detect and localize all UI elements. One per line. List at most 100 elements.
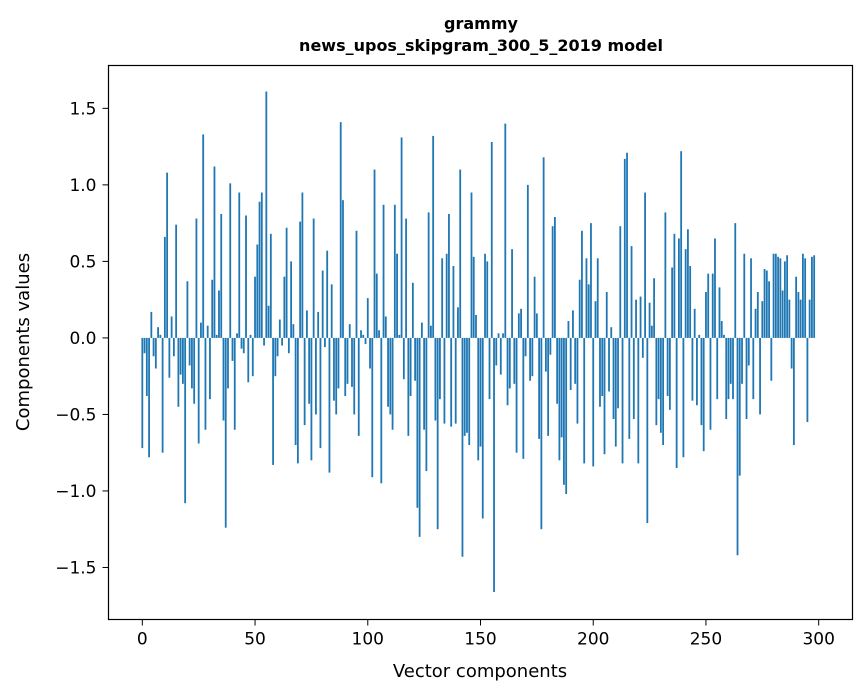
bar bbox=[152, 337, 155, 357]
bar bbox=[213, 166, 216, 338]
bar bbox=[684, 249, 687, 338]
bar bbox=[725, 337, 728, 420]
bar bbox=[603, 337, 606, 455]
bar bbox=[378, 330, 380, 338]
bar bbox=[493, 337, 495, 592]
bar bbox=[804, 258, 807, 338]
bar bbox=[517, 313, 520, 338]
bar bbox=[711, 273, 714, 338]
bar bbox=[362, 334, 365, 338]
bar bbox=[382, 204, 385, 338]
bar bbox=[211, 279, 214, 338]
bar bbox=[337, 337, 340, 389]
bar bbox=[752, 337, 755, 400]
bar bbox=[723, 334, 725, 338]
bar bbox=[434, 337, 437, 421]
bar bbox=[522, 337, 525, 459]
bar bbox=[283, 276, 286, 338]
bar bbox=[425, 337, 428, 472]
bar bbox=[585, 258, 588, 338]
bar bbox=[330, 284, 333, 338]
bar bbox=[646, 337, 649, 524]
bar bbox=[484, 253, 486, 338]
bar bbox=[459, 169, 462, 338]
bar bbox=[623, 158, 626, 338]
bar bbox=[698, 334, 701, 338]
bar bbox=[263, 337, 265, 346]
bar bbox=[179, 337, 182, 375]
bar bbox=[481, 337, 484, 519]
bar bbox=[488, 337, 491, 400]
bar bbox=[285, 227, 288, 338]
bar bbox=[619, 226, 622, 338]
bar bbox=[172, 337, 175, 357]
bar bbox=[423, 337, 426, 430]
bar bbox=[612, 337, 615, 420]
bar bbox=[402, 337, 405, 380]
bar bbox=[287, 337, 290, 354]
bar bbox=[736, 337, 739, 556]
bar bbox=[414, 337, 417, 381]
bar bbox=[750, 258, 752, 338]
bar bbox=[387, 337, 389, 407]
bar bbox=[802, 253, 804, 338]
x-ticks: 0 50 100 150 200 250 300 bbox=[137, 619, 835, 650]
y-tick-label: 1.0 bbox=[69, 176, 96, 196]
bar bbox=[220, 213, 223, 338]
bar bbox=[743, 253, 746, 338]
y-tick-label: 0.0 bbox=[69, 329, 96, 349]
bar bbox=[301, 192, 304, 338]
bar bbox=[346, 337, 349, 384]
bar bbox=[765, 270, 768, 338]
bar bbox=[599, 337, 601, 407]
bar bbox=[567, 321, 570, 338]
bar bbox=[513, 337, 516, 384]
bar bbox=[617, 337, 619, 409]
bar bbox=[197, 337, 200, 444]
bar bbox=[811, 256, 813, 338]
x-tick-label: 150 bbox=[464, 630, 496, 650]
bar bbox=[549, 337, 552, 355]
bar bbox=[452, 265, 455, 338]
bar bbox=[463, 337, 466, 436]
bar bbox=[635, 299, 637, 338]
bar bbox=[786, 255, 789, 338]
bar bbox=[249, 334, 252, 338]
bar bbox=[186, 281, 189, 338]
x-tick-label: 300 bbox=[802, 630, 834, 650]
bar bbox=[411, 282, 414, 338]
bar bbox=[247, 337, 250, 383]
bar bbox=[772, 253, 775, 338]
bar bbox=[215, 334, 218, 338]
bar bbox=[209, 337, 211, 400]
bar bbox=[641, 337, 644, 358]
bar bbox=[168, 337, 171, 378]
bar bbox=[222, 337, 225, 421]
bar bbox=[648, 302, 651, 338]
bar bbox=[592, 337, 595, 467]
bar bbox=[673, 233, 676, 338]
bar bbox=[547, 337, 550, 436]
bar bbox=[628, 337, 631, 439]
bar bbox=[696, 337, 698, 406]
bar bbox=[504, 123, 507, 338]
bar bbox=[182, 337, 184, 384]
bar bbox=[466, 337, 468, 433]
bar bbox=[565, 337, 568, 495]
bar bbox=[398, 334, 401, 338]
bar bbox=[477, 337, 480, 461]
bar bbox=[783, 261, 786, 338]
bar bbox=[427, 212, 430, 338]
bar bbox=[659, 337, 662, 433]
bar bbox=[281, 337, 283, 346]
bar bbox=[621, 337, 624, 464]
bar bbox=[569, 337, 572, 390]
x-tick-label: 250 bbox=[690, 630, 722, 650]
bar bbox=[371, 337, 374, 478]
bar bbox=[732, 337, 734, 400]
bar bbox=[581, 230, 583, 338]
bar bbox=[795, 276, 798, 338]
bar bbox=[161, 337, 164, 453]
bar bbox=[779, 258, 782, 338]
bar bbox=[747, 337, 750, 366]
